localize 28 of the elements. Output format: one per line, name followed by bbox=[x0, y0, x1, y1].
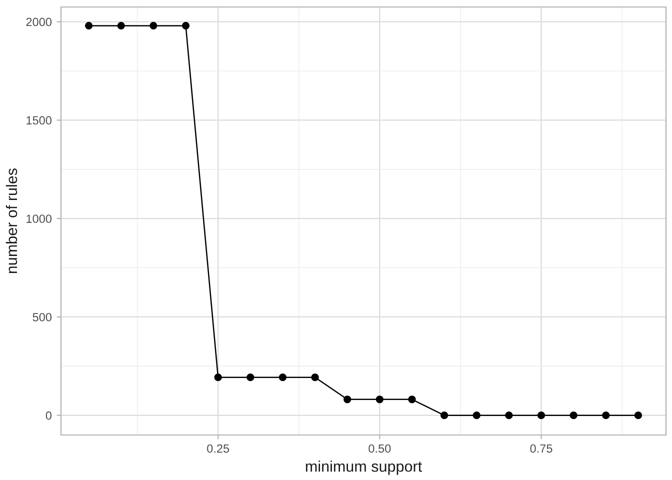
point bbox=[84, 22, 93, 30]
point bbox=[570, 412, 578, 420]
point bbox=[311, 374, 319, 382]
point bbox=[472, 412, 480, 420]
point bbox=[537, 412, 546, 420]
point bbox=[117, 22, 125, 30]
x-tick-label: 0.50 bbox=[368, 444, 391, 453]
y-axis-title: number of rules bbox=[6, 168, 18, 274]
point bbox=[150, 22, 158, 30]
point bbox=[278, 374, 287, 382]
x-tick-label: 0.75 bbox=[530, 444, 552, 453]
y-tick-label: 0 bbox=[46, 411, 52, 420]
point bbox=[214, 374, 222, 382]
x-axis-title: minimum support bbox=[306, 460, 422, 475]
y-tick-label: 1500 bbox=[26, 116, 52, 125]
point bbox=[246, 374, 254, 382]
point bbox=[505, 412, 513, 420]
point bbox=[376, 396, 384, 404]
point bbox=[602, 412, 610, 420]
y-tick-label: 2000 bbox=[26, 18, 52, 26]
point bbox=[182, 22, 190, 30]
point bbox=[344, 396, 352, 404]
y-tick-label: 500 bbox=[32, 312, 52, 322]
point bbox=[408, 396, 416, 404]
y-tick-label: 1000 bbox=[26, 214, 52, 223]
point bbox=[634, 412, 642, 420]
point bbox=[440, 412, 448, 420]
x-tick-label: 0.25 bbox=[207, 444, 230, 453]
